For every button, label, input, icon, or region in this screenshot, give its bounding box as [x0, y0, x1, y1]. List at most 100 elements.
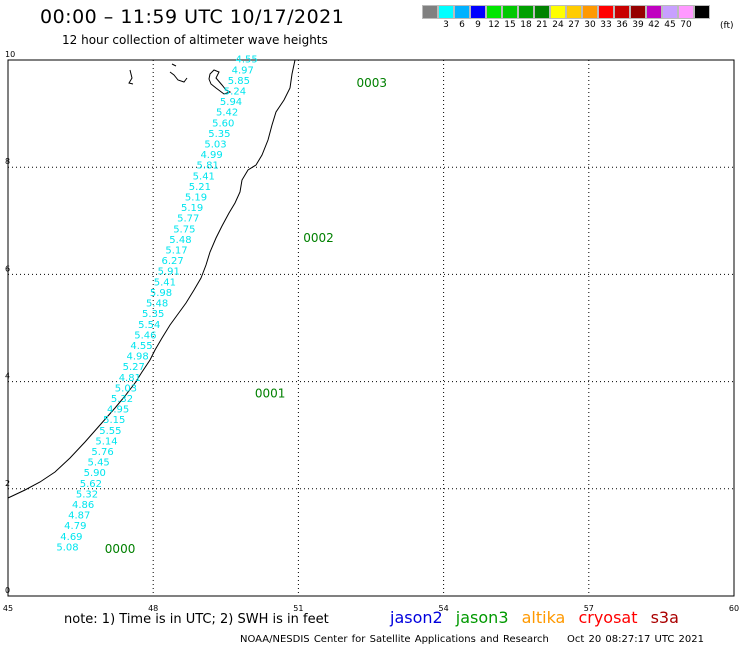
wave-height-label: 4.86	[72, 500, 94, 511]
legend-unit: (ft)	[720, 21, 734, 31]
wave-height-label: 6.27	[162, 256, 184, 267]
color-legend: 3 6 9 12 15 18 21 24 27 30 33 36 39 42 45 70 (ft)	[422, 5, 734, 31]
legend-label: 30	[584, 20, 596, 30]
chart-subtitle: 12 hour collection of altimeter wave hei…	[62, 33, 328, 47]
footer: NOAA/NESDIS Center for Satellite Applica…	[240, 634, 718, 645]
legend-label: 33	[600, 20, 612, 30]
wave-height-label: 4.69	[60, 532, 82, 543]
wave-height-label: 5.98	[150, 288, 172, 299]
wave-height-label: 5.19	[181, 203, 203, 214]
island	[208, 69, 232, 95]
wave-height-label: 5.46	[134, 330, 156, 341]
x-tick-label: 48	[148, 604, 158, 613]
altimeter-track: 5.084.694.794.874.865.325.625.905.455.76…	[56, 55, 257, 554]
legend-label: 45	[664, 20, 676, 30]
coastline	[7, 59, 296, 499]
wave-height-label: 4.99	[200, 150, 222, 161]
footer-credit: NOAA/NESDIS Center for Satellite Applica…	[240, 634, 549, 645]
wave-height-label: 5.77	[177, 214, 199, 225]
legend-swatch	[470, 5, 486, 19]
satellite-altika: altika	[521, 608, 566, 627]
wave-height-label: 5.32	[76, 489, 98, 500]
wave-height-label: 5.91	[158, 267, 180, 278]
x-tick-label: 51	[293, 604, 303, 613]
y-tick-label: 8	[5, 157, 10, 166]
wave-height-label: 5.81	[197, 161, 219, 172]
y-tick-label: 0	[5, 586, 10, 595]
legend-swatch	[422, 5, 438, 19]
legend-swatch	[454, 5, 470, 19]
legend-label: 3	[443, 20, 449, 30]
wave-height-label: 4.95	[107, 405, 129, 416]
wave-height-label: 5.90	[84, 468, 106, 479]
legend-swatch	[662, 5, 678, 19]
wave-height-label: 5.48	[146, 299, 168, 310]
legend-swatch	[614, 5, 630, 19]
wave-height-label: 5.21	[189, 182, 211, 193]
legend-swatch	[598, 5, 614, 19]
legend-swatch	[534, 5, 550, 19]
chart-title: 00:00 – 11:59 UTC 10/17/2021	[40, 6, 345, 28]
wave-height-label: 5.94	[220, 97, 242, 108]
wave-height-label: 5.08	[56, 542, 78, 553]
wave-height-label: 5.41	[154, 277, 176, 288]
time-label: 0003	[356, 76, 387, 90]
satellite-jason3: jason3	[455, 608, 509, 627]
wave-height-label: 5.76	[91, 447, 113, 458]
wave-height-label: 5.15	[103, 415, 125, 426]
wave-height-label: 4.79	[64, 521, 86, 532]
wave-height-label: 4.81	[119, 373, 141, 384]
wave-height-label: 5.62	[80, 479, 102, 490]
island	[169, 63, 188, 83]
legend-label: 39	[632, 20, 644, 30]
legend-label: 24	[552, 20, 564, 30]
wave-height-label: 5.03	[115, 383, 137, 394]
wave-height-label: 5.03	[204, 140, 226, 151]
legend-swatch	[646, 5, 662, 19]
legend-label: 36	[616, 20, 628, 30]
y-tick-label: 4	[5, 372, 10, 381]
legend-label: 6	[459, 20, 465, 30]
wave-height-label: 4.55	[235, 55, 257, 66]
wave-height-label: 5.75	[173, 224, 195, 235]
wave-height-label: 5.85	[228, 76, 250, 87]
axis-tick-labels: 45 48 51 54 57 60 0 2 4 6 8 10	[3, 50, 739, 613]
islands	[128, 63, 232, 95]
time-label: 0002	[303, 231, 334, 245]
wave-height-label: 5.27	[123, 362, 145, 373]
wave-height-label: 5.32	[111, 394, 133, 405]
wave-height-label: 5.24	[224, 86, 246, 97]
legend-swatch	[630, 5, 646, 19]
wave-height-label: 5.48	[169, 235, 191, 246]
legend-swatch	[694, 5, 710, 19]
wave-height-label: 4.87	[68, 511, 90, 522]
x-tick-label: 60	[729, 604, 739, 613]
satellite-cryosat: cryosat	[578, 608, 638, 627]
island	[128, 69, 134, 85]
legend-labels: 3 6 9 12 15 18 21 24 27 30 33 36 39 42 45 70	[422, 19, 710, 31]
legend-swatch	[438, 5, 454, 19]
legend-label: 12	[488, 20, 500, 30]
legend-swatch	[678, 5, 694, 19]
y-tick-label: 6	[5, 264, 10, 273]
wave-height-label: 5.19	[185, 193, 207, 204]
wave-height-label: 4.98	[126, 352, 148, 363]
map-frame	[7, 59, 735, 597]
satellite-s3a: s3a	[650, 608, 679, 627]
x-tick-label: 54	[439, 604, 449, 613]
legend-label: 18	[520, 20, 532, 30]
satellite-jason2: jason2	[390, 608, 443, 627]
wave-height-label: 5.60	[212, 118, 234, 129]
legend-label: 27	[568, 20, 580, 30]
time-labels: 0000 0001 0002 0003	[105, 76, 387, 556]
wave-height-label: 5.14	[95, 436, 117, 447]
grid-lines	[8, 60, 734, 596]
x-tick-label: 57	[584, 604, 594, 613]
satellite-legend: jason2 jason3 altika cryosat s3a	[390, 608, 687, 627]
wave-height-label: 5.42	[216, 108, 238, 119]
wave-height-label: 4.55	[130, 341, 152, 352]
legend-swatch	[502, 5, 518, 19]
legend-label: 21	[536, 20, 548, 30]
time-label: 0001	[255, 387, 286, 401]
legend-swatch	[582, 5, 598, 19]
